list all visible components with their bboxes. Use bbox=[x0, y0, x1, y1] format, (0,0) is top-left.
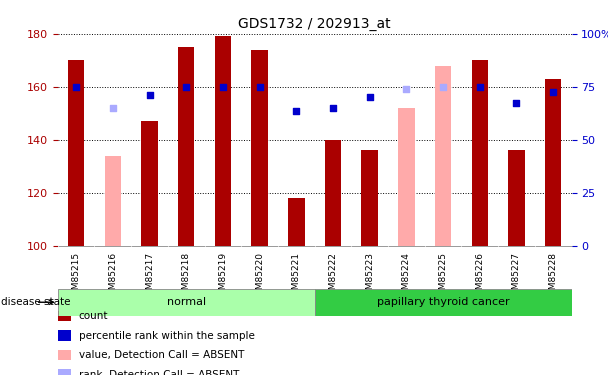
Title: GDS1732 / 202913_at: GDS1732 / 202913_at bbox=[238, 17, 391, 32]
Text: normal: normal bbox=[167, 297, 206, 307]
Point bbox=[475, 84, 485, 90]
Point bbox=[511, 100, 521, 106]
Bar bbox=[178, 47, 195, 246]
Bar bbox=[435, 66, 451, 246]
Point bbox=[71, 84, 81, 90]
Point bbox=[365, 94, 375, 100]
Bar bbox=[545, 79, 561, 246]
Bar bbox=[472, 60, 488, 246]
Point bbox=[181, 84, 191, 90]
Bar bbox=[251, 50, 268, 246]
Point bbox=[401, 86, 411, 92]
Text: count: count bbox=[78, 311, 108, 321]
Text: value, Detection Call = ABSENT: value, Detection Call = ABSENT bbox=[78, 350, 244, 360]
Point bbox=[145, 92, 154, 98]
Point bbox=[328, 105, 338, 111]
Text: rank, Detection Call = ABSENT: rank, Detection Call = ABSENT bbox=[78, 370, 239, 375]
Bar bbox=[105, 156, 121, 246]
Bar bbox=[215, 36, 231, 246]
Bar bbox=[315, 289, 572, 316]
Bar bbox=[141, 121, 157, 246]
Point bbox=[438, 84, 448, 90]
Bar bbox=[58, 289, 315, 316]
Bar bbox=[325, 140, 341, 246]
Point bbox=[291, 108, 301, 114]
Bar bbox=[508, 150, 525, 246]
Point bbox=[255, 84, 264, 90]
Point bbox=[548, 89, 558, 95]
Bar bbox=[68, 60, 85, 246]
Text: percentile rank within the sample: percentile rank within the sample bbox=[78, 331, 254, 340]
Point bbox=[218, 84, 228, 90]
Bar bbox=[288, 198, 305, 246]
Bar bbox=[361, 150, 378, 246]
Text: papillary thyroid cancer: papillary thyroid cancer bbox=[377, 297, 510, 307]
Bar bbox=[398, 108, 415, 246]
Text: disease state: disease state bbox=[1, 297, 71, 307]
Point bbox=[108, 105, 118, 111]
